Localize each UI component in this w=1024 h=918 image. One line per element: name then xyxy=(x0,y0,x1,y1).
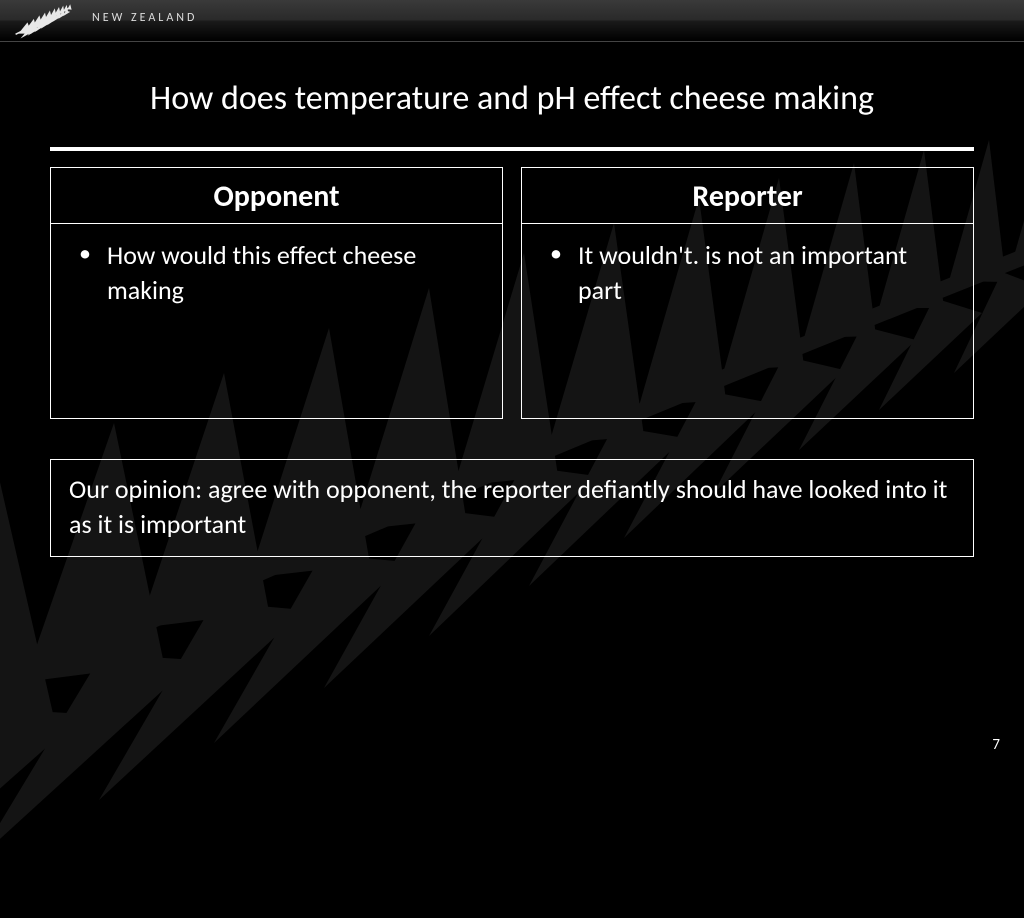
reporter-bullet: It wouldn't. is not an important part xyxy=(550,238,949,308)
fern-logo-icon xyxy=(10,1,80,41)
opinion-box: Our opinion: agree with opponent, the re… xyxy=(50,459,974,557)
opponent-bullet: How would this effect cheese making xyxy=(79,238,478,308)
columns-container: Opponent How would this effect cheese ma… xyxy=(50,167,974,419)
page-number: 7 xyxy=(992,736,1000,754)
slide-title: How does temperature and pH effect chees… xyxy=(0,78,1024,119)
header-bar: NEW ZEALAND xyxy=(0,0,1024,42)
title-divider xyxy=(50,147,974,151)
opponent-body: How would this effect cheese making xyxy=(51,224,502,322)
reporter-body: It wouldn't. is not an important part xyxy=(522,224,973,322)
opponent-header: Opponent xyxy=(51,168,502,224)
reporter-card: Reporter It wouldn't. is not an importan… xyxy=(521,167,974,419)
reporter-header: Reporter xyxy=(522,168,973,224)
brand-text: NEW ZEALAND xyxy=(92,11,197,25)
opponent-card: Opponent How would this effect cheese ma… xyxy=(50,167,503,419)
